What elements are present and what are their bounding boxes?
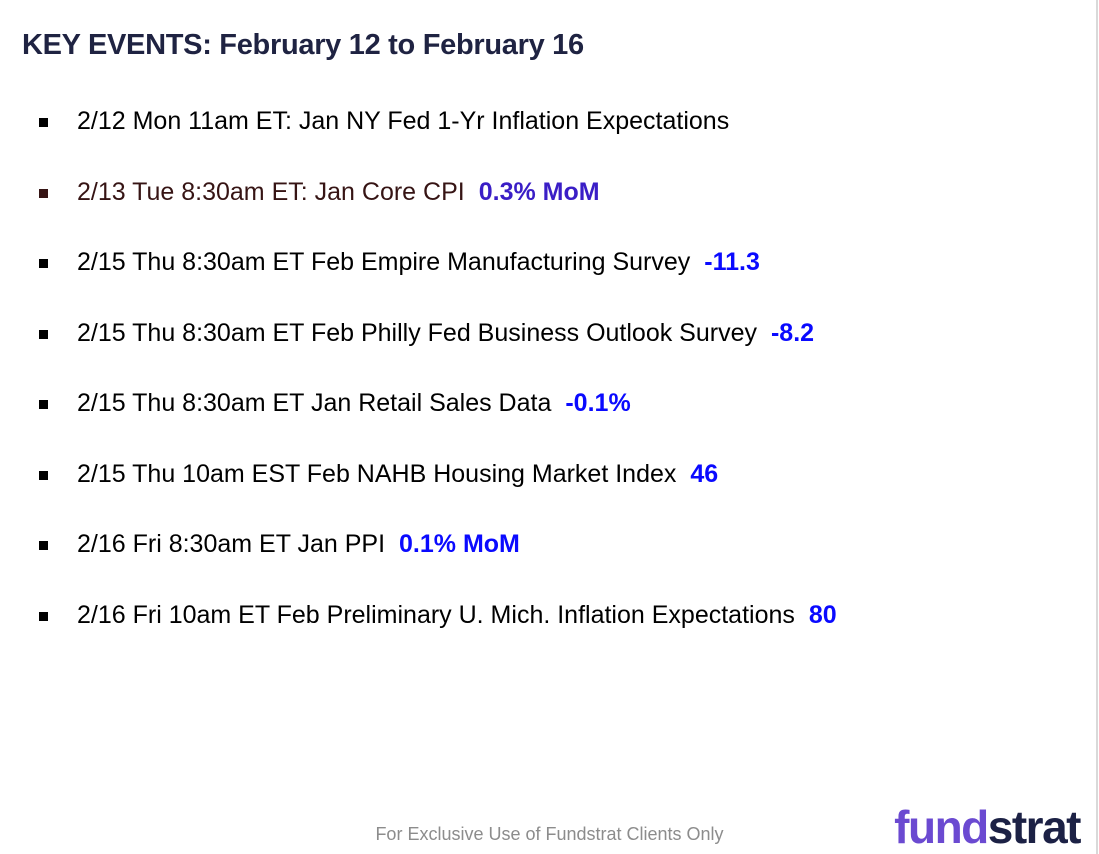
event-row: 2/16 Fri 10am ET Feb Preliminary U. Mich… [39, 597, 837, 633]
event-row: 2/13 Tue 8:30am ET: Jan Core CPI 0.3% Mo… [25, 151, 956, 232]
fundstrat-logo: fundstrat [894, 801, 1082, 853]
event-row: 2/15 Thu 8:30am ET Feb Philly Fed Busine… [39, 315, 814, 351]
event-value: 80 [808, 600, 837, 629]
logo-strat-text: strat [987, 801, 1082, 853]
bullet-icon [39, 117, 48, 127]
event-label: 2/15 Thu 8:30am ET Feb Empire Manufactur… [77, 247, 691, 276]
logo-fund-text: fund [894, 801, 989, 853]
bullet-icon [39, 399, 48, 409]
bullet-icon [39, 258, 48, 268]
event-value: -8.2 [770, 318, 815, 347]
bullet-icon [39, 611, 48, 621]
event-label: 2/15 Thu 10am EST Feb NAHB Housing Marke… [77, 459, 677, 488]
event-label: 2/12 Mon 11am ET: Jan NY Fed 1-Yr Inflat… [77, 106, 730, 135]
event-value: 0.1% MoM [399, 529, 520, 558]
event-value: -0.1% [565, 388, 631, 417]
event-row: 2/15 Thu 10am EST Feb NAHB Housing Marke… [39, 456, 718, 492]
event-label: 2/15 Thu 8:30am ET Jan Retail Sales Data [77, 388, 552, 417]
bullet-icon [39, 188, 48, 198]
event-value: 46 [690, 459, 719, 488]
bullet-icon [39, 470, 48, 480]
disclaimer-text: For Exclusive Use of Fundstrat Clients O… [375, 824, 724, 844]
bullet-icon [39, 540, 48, 550]
page-title: KEY EVENTS: February 12 to February 16 [22, 29, 584, 62]
event-label: 2/15 Thu 8:30am ET Feb Philly Fed Busine… [77, 318, 757, 347]
event-label: 2/16 Fri 10am ET Feb Preliminary U. Mich… [77, 600, 795, 629]
event-row: 2/16 Fri 8:30am ET Jan PPI 0.1% MoM [39, 526, 520, 562]
event-row: 2/15 Thu 8:30am ET Jan Retail Sales Data… [39, 385, 631, 421]
event-label: 2/13 Tue 8:30am ET: Jan Core CPI [77, 177, 465, 206]
event-row: 2/15 Thu 8:30am ET Feb Empire Manufactur… [39, 244, 760, 280]
event-row: 2/12 Mon 11am ET: Jan NY Fed 1-Yr Inflat… [39, 103, 729, 139]
event-value: -11.3 [704, 247, 760, 276]
event-value: 0.3% MoM [478, 177, 600, 206]
slide-right-edge [1096, 0, 1098, 854]
bullet-icon [39, 329, 48, 339]
event-label: 2/16 Fri 8:30am ET Jan PPI [77, 529, 386, 558]
